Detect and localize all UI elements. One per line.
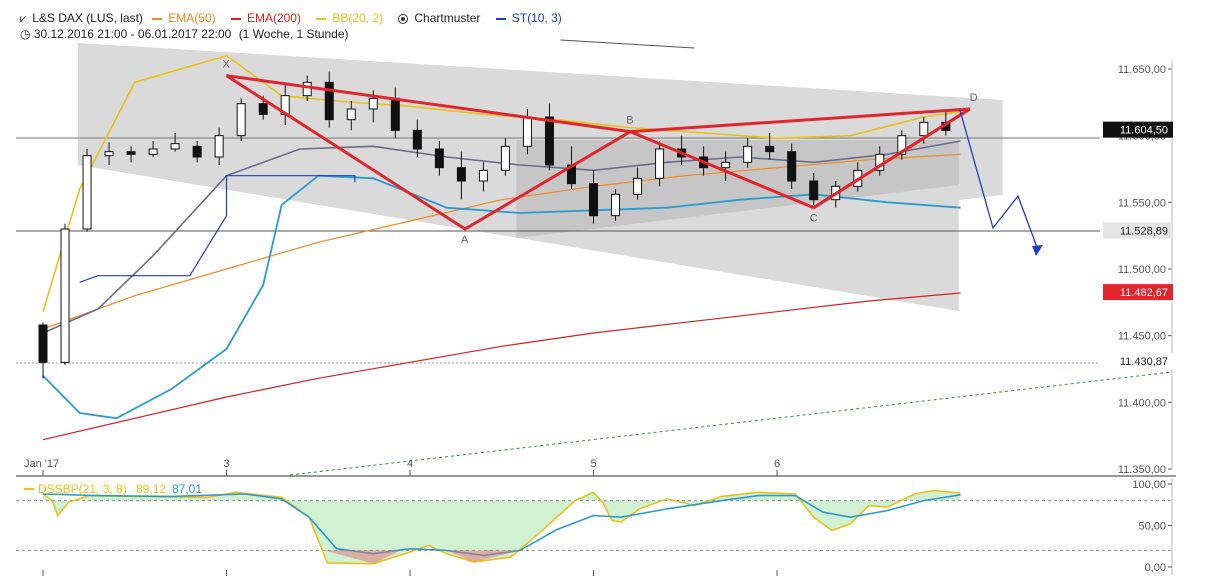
candle-body: [897, 135, 907, 155]
candle-body: [456, 167, 466, 182]
candle-body: [324, 81, 334, 121]
legend-chartmuster[interactable]: Chartmuster: [398, 11, 486, 25]
price-label: 11.482,67: [1103, 284, 1173, 301]
bb-mid-line: [42, 140, 961, 334]
signal-line: [42, 493, 961, 557]
pattern-xbd: [226, 74, 971, 209]
price-label-text: 11.604,50: [1120, 125, 1168, 137]
candle-body: [589, 183, 598, 217]
price-label-bg: [1103, 121, 1173, 138]
candle-body: [655, 148, 665, 179]
range-text: 30.12.2016 21:00 - 06.01.2017 22:00: [33, 27, 232, 41]
candle-body: [919, 121, 929, 137]
period-text: (1 Woche, 1 Stunde): [238, 27, 349, 41]
candle-body: [765, 145, 775, 153]
y-tick-label: 11.500,00: [1118, 264, 1166, 276]
price-label: 11.528,89: [1103, 222, 1173, 239]
x-tick-label: 5: [591, 458, 597, 470]
x-tick-label: 4: [407, 458, 413, 470]
legend-ema200[interactable]: EMA(200): [230, 11, 307, 25]
candle-body: [412, 129, 422, 150]
candlestick-icon[interactable]: ⩗: [20, 13, 27, 25]
clock-icon: ◷: [20, 27, 31, 41]
candle-body: [214, 135, 224, 158]
candle-body: [258, 103, 268, 115]
price-label: 11.604,50: [1103, 121, 1173, 138]
candle-body: [346, 108, 356, 121]
pattern-point-label: X: [223, 59, 231, 71]
osc-legend-label: DSSBP(21, 3, 8): [38, 482, 127, 496]
inner-channel-area: [516, 140, 959, 238]
bb-upper-line: [42, 54, 961, 312]
candle-body: [390, 97, 400, 131]
candle-body: [478, 169, 488, 182]
legend-bb[interactable]: BB(20, 2): [316, 11, 389, 25]
pattern-point-label: A: [461, 234, 469, 246]
price-label-bg: [1103, 284, 1173, 301]
green-trend-line: [289, 371, 1173, 476]
candle-body: [38, 324, 48, 363]
price-label-text: 11.430,87: [1120, 356, 1168, 368]
candle-body: [368, 97, 378, 110]
y-tick-label: 11.400,00: [1118, 397, 1166, 409]
candle-body: [148, 148, 158, 155]
candle-body: [192, 145, 202, 158]
candle-body: [721, 161, 731, 169]
candle-body: [522, 116, 532, 147]
candle-body: [611, 193, 621, 217]
projection-arrow: [1032, 245, 1043, 256]
candle-body: [60, 228, 70, 363]
osc-y-tick-label: 0,00: [1145, 562, 1166, 574]
x-tick-label: Jan '17: [24, 458, 59, 470]
dss-line: [42, 489, 961, 565]
price-label-text: 11.482,67: [1120, 287, 1168, 299]
ema200-line: [42, 292, 961, 441]
supertrend-line: [79, 175, 356, 283]
instrument-name: L&S DAX (LUS, last): [32, 11, 143, 25]
candle-body: [809, 180, 819, 201]
osc-overbought-fill: [43, 490, 961, 564]
pattern-point-label: B: [626, 115, 633, 127]
candle-body: [126, 151, 136, 155]
projection-line: [959, 108, 1039, 251]
date-range: ◷ 30.12.2016 21:00 - 06.01.2017 22:00 (1…: [20, 27, 349, 41]
trend-line-top: [560, 39, 695, 49]
candle-body: [544, 116, 554, 166]
y-tick-label: 11.350,00: [1118, 464, 1166, 476]
price-label-bg: [1103, 353, 1173, 370]
candle-body: [434, 148, 444, 169]
candle-body: [82, 155, 92, 230]
candle-body: [236, 103, 246, 137]
y-tick-label: 11.650,00: [1118, 64, 1166, 76]
osc-y-tick-label: 50,00: [1138, 521, 1166, 533]
candle-body: [170, 143, 180, 150]
price-label: 11.430,87: [1103, 353, 1173, 370]
price-label-bg: [1103, 222, 1173, 239]
osc-value-1: 89,12: [136, 482, 166, 496]
candle-body: [787, 151, 797, 182]
chart-legend: ⩗ L&S DAX (LUS, last) EMA(50) EMA(200) BB…: [20, 11, 574, 26]
x-tick-label: 6: [774, 458, 780, 470]
candle-body: [104, 151, 114, 157]
bb-lower-line: [42, 174, 961, 420]
legend-supertrend[interactable]: ST(10, 3): [495, 11, 568, 25]
y-tick-label: 11.550,00: [1118, 197, 1166, 209]
x-tick-label: 3: [224, 458, 230, 470]
candle-body: [633, 177, 643, 195]
osc-y-tick-label: 100,00: [1132, 479, 1166, 491]
pattern-point-label: C: [810, 213, 818, 225]
osc-value-2: 87,01: [172, 482, 202, 496]
price-label-text: 11.528,89: [1120, 225, 1168, 237]
pattern-point-label: D: [970, 92, 978, 104]
y-tick-label: 11.450,00: [1118, 331, 1166, 343]
candle-body: [500, 145, 510, 171]
candle-body: [743, 145, 753, 163]
legend-ema50[interactable]: EMA(50): [152, 11, 221, 25]
candle-body: [302, 81, 312, 97]
ema50-line: [42, 153, 961, 330]
osc-oversold-fill: [323, 550, 521, 564]
osc-legend: DSSBP(21, 3, 8) 89,12 87,01: [24, 482, 202, 496]
